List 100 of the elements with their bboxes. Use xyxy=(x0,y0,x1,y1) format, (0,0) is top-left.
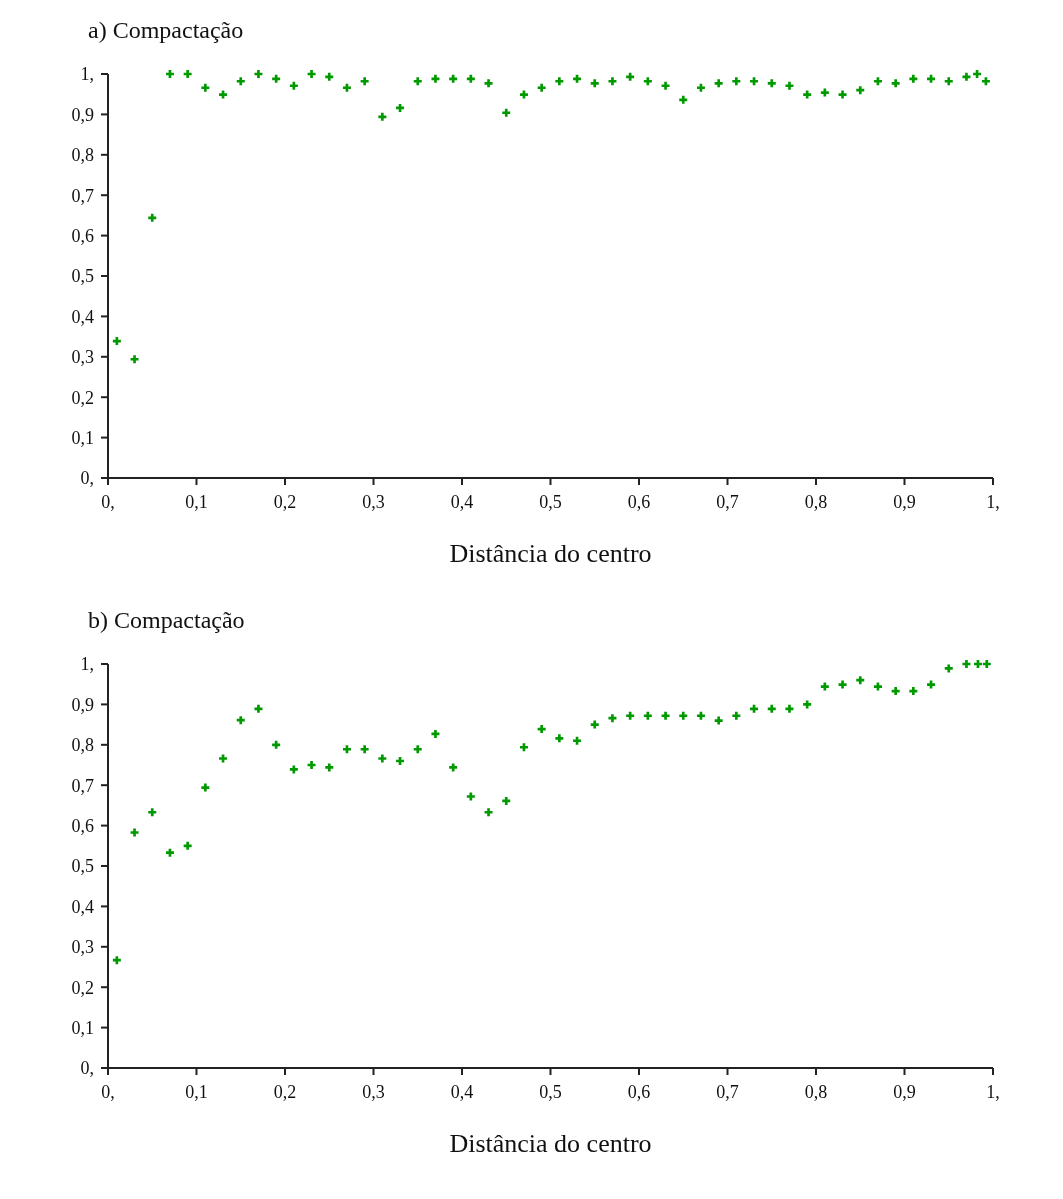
point xyxy=(555,77,564,86)
x-tick-label: 0,8 xyxy=(804,1082,828,1102)
point xyxy=(838,680,847,689)
y-tick-label: 0,7 xyxy=(71,185,94,206)
chart-title: b) Compactação xyxy=(88,607,245,633)
point xyxy=(982,660,991,668)
point xyxy=(909,74,918,83)
y-tick-label: 0,8 xyxy=(71,735,94,756)
point xyxy=(750,77,759,86)
point xyxy=(272,740,281,749)
x-axis-title: Distância do centro xyxy=(449,1129,652,1158)
x-tick-label: 0,4 xyxy=(450,492,474,512)
x-tick-label: 0,1 xyxy=(185,492,208,512)
point xyxy=(502,796,511,805)
y-tick-label: 0,4 xyxy=(71,306,94,327)
point xyxy=(590,79,599,88)
y-tick-label: 0,4 xyxy=(71,896,94,917)
y-tick-label: 0,5 xyxy=(71,266,94,287)
x-tick-label: 0,1 xyxy=(185,1082,208,1102)
point xyxy=(502,108,511,117)
point xyxy=(891,79,900,88)
chart-title: a) Compactação xyxy=(88,17,244,43)
y-tick-label: 0,1 xyxy=(71,427,94,448)
point xyxy=(626,72,635,81)
point xyxy=(820,682,829,691)
x-tick-label: 0,9 xyxy=(893,492,916,512)
point xyxy=(626,711,635,720)
x-tick-label: 1, xyxy=(986,492,1000,512)
point xyxy=(785,81,794,90)
x-tick-label: 1, xyxy=(986,1082,1000,1102)
point xyxy=(873,682,882,691)
point xyxy=(431,729,440,738)
x-tick-label: 0, xyxy=(101,492,115,512)
point xyxy=(431,74,440,83)
point xyxy=(466,792,475,801)
x-tick-label: 0, xyxy=(101,1082,115,1102)
y-tick-label: 0,7 xyxy=(71,775,94,796)
y-tick-label: 1, xyxy=(80,654,94,675)
point xyxy=(342,83,351,92)
point xyxy=(360,745,369,754)
point xyxy=(696,83,705,92)
point xyxy=(909,687,918,696)
point xyxy=(342,745,351,754)
point xyxy=(981,77,990,86)
point xyxy=(148,808,157,817)
point xyxy=(820,88,829,97)
point xyxy=(891,687,900,696)
point xyxy=(555,734,564,743)
point xyxy=(378,754,387,763)
x-tick-label: 0,5 xyxy=(539,492,562,512)
point xyxy=(325,72,334,81)
point xyxy=(219,754,228,763)
point xyxy=(732,77,741,86)
x-axis-title: Distância do centro xyxy=(449,539,652,568)
point xyxy=(679,95,688,104)
point xyxy=(219,90,228,99)
y-tick-label: 0,6 xyxy=(71,815,94,836)
y-tick-label: 0,6 xyxy=(71,225,94,246)
x-tick-label: 0,6 xyxy=(627,492,651,512)
y-tick-label: 0,5 xyxy=(71,856,94,877)
x-tick-label: 0,3 xyxy=(362,492,385,512)
point xyxy=(378,112,387,121)
point xyxy=(573,736,582,745)
y-tick-label: 1, xyxy=(80,64,94,85)
point xyxy=(767,79,776,88)
x-tick-label: 0,9 xyxy=(893,1082,916,1102)
y-tick-label: 0,9 xyxy=(71,104,94,125)
y-tick-label: 0,3 xyxy=(71,347,94,368)
y-tick-label: 0,3 xyxy=(71,937,94,958)
point xyxy=(873,77,882,86)
point xyxy=(484,808,493,817)
point xyxy=(254,70,263,78)
y-tick-label: 0,1 xyxy=(71,1017,94,1038)
point xyxy=(944,77,953,86)
point xyxy=(254,704,263,713)
point xyxy=(537,83,546,92)
x-tick-label: 0,3 xyxy=(362,1082,385,1102)
point xyxy=(130,828,139,837)
point xyxy=(325,763,334,772)
y-tick-label: 0, xyxy=(80,468,94,489)
point xyxy=(643,77,652,86)
point xyxy=(767,704,776,713)
point xyxy=(803,90,812,99)
point xyxy=(519,743,528,752)
point xyxy=(183,841,192,850)
y-tick-label: 0,2 xyxy=(71,977,94,998)
point xyxy=(289,81,298,90)
y-tick-label: 0,9 xyxy=(71,694,94,715)
point xyxy=(785,704,794,713)
point xyxy=(413,77,422,86)
point xyxy=(148,213,157,222)
point xyxy=(236,77,245,86)
y-tick-label: 0, xyxy=(80,1058,94,1079)
point xyxy=(643,711,652,720)
point xyxy=(289,765,298,774)
point xyxy=(838,90,847,99)
point xyxy=(714,716,723,725)
point xyxy=(130,355,139,364)
point xyxy=(732,711,741,720)
x-tick-label: 0,5 xyxy=(539,1082,562,1102)
